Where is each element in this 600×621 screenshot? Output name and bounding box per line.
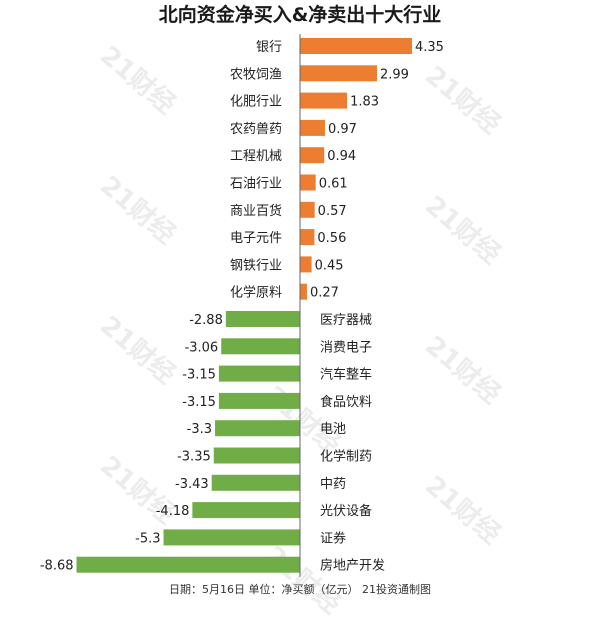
- value-label: 0.97: [328, 122, 357, 137]
- bar-房地产开发: [76, 556, 300, 573]
- bar-chart: 银行 4.35 农牧饲渔 2.99 化肥行业 1.83 农药兽药 0.97 工程机械 0.94 石油…: [40, 34, 444, 577]
- value-label: 0.61: [319, 177, 348, 192]
- category-label: 商业百货: [230, 203, 282, 219]
- bar-消费电子: [221, 338, 300, 355]
- bar-商业百货: [300, 201, 315, 218]
- category-label: 医疗器械: [320, 313, 372, 328]
- value-label: 0.56: [317, 231, 346, 246]
- value-label: 0.45: [315, 258, 344, 273]
- bar-石油行业: [300, 174, 316, 191]
- category-label: 石油行业: [230, 177, 282, 192]
- bar-工程机械: [300, 147, 325, 164]
- bar-化学制药: [213, 447, 300, 464]
- category-label: 房地产开发: [320, 558, 385, 574]
- category-label: 汽车整车: [320, 367, 372, 383]
- category-label: 消费电子: [320, 340, 372, 355]
- bar-汽车整车: [218, 365, 300, 382]
- category-label: 中药: [320, 477, 346, 492]
- chart-footer: 日期：5月16日 单位：净买额（亿元） 21投资通制图: [169, 583, 431, 596]
- bar-农药兽药: [300, 119, 325, 136]
- value-label: 4.35: [415, 40, 444, 55]
- bar-食品饮料: [218, 392, 300, 409]
- bar-银行: [300, 38, 412, 54]
- value-label: 0.27: [310, 286, 339, 301]
- bar-中药: [211, 474, 300, 491]
- value-label: -5.3: [135, 531, 160, 546]
- bar-光伏设备: [192, 502, 300, 519]
- bar-医疗器械: [225, 311, 300, 327]
- category-label: 食品饮料: [320, 394, 372, 410]
- bar-化肥行业: [300, 92, 348, 109]
- value-label: -3.06: [185, 340, 219, 355]
- value-label: -3.3: [187, 422, 212, 437]
- bar-钢铁行业: [300, 256, 312, 273]
- category-label: 农牧饲渔: [230, 67, 282, 82]
- value-label: 0.94: [327, 149, 356, 164]
- bar-电池: [215, 420, 300, 437]
- category-label: 农药兽药: [230, 122, 282, 137]
- value-label: -3.35: [177, 450, 211, 465]
- category-label: 光伏设备: [320, 503, 372, 519]
- bar-农牧饲渔: [300, 65, 377, 82]
- value-label: -4.18: [156, 504, 190, 519]
- category-label: 证券: [320, 530, 346, 546]
- value-label: -2.88: [189, 313, 223, 328]
- category-label: 银行: [256, 40, 282, 55]
- value-label: -3.15: [182, 395, 216, 410]
- chart-title: 北向资金净买入&净卖出十大行业: [158, 4, 442, 26]
- category-label: 化学制药: [320, 449, 372, 465]
- bar-电子元件: [300, 229, 315, 246]
- bar-化学原料: [300, 283, 307, 300]
- category-label: 电池: [320, 422, 346, 437]
- bar-证券: [163, 529, 300, 546]
- category-label: 电子元件: [230, 231, 282, 246]
- category-label: 化肥行业: [230, 95, 282, 110]
- value-label: 2.99: [380, 67, 409, 82]
- category-label: 钢铁行业: [230, 258, 282, 273]
- value-label: 1.83: [350, 95, 379, 110]
- category-label: 工程机械: [230, 149, 282, 164]
- value-label: -3.15: [182, 368, 216, 383]
- value-label: -3.43: [175, 477, 209, 492]
- value-label: 0.57: [318, 204, 347, 219]
- category-label: 化学原料: [230, 285, 282, 301]
- value-label: -8.68: [40, 559, 74, 574]
